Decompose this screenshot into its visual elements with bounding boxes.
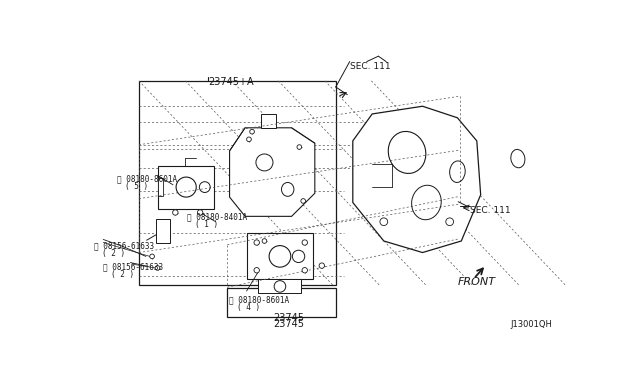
Text: 23745+A: 23745+A — [208, 77, 253, 87]
Polygon shape — [259, 279, 301, 294]
Circle shape — [446, 218, 454, 225]
Polygon shape — [157, 166, 214, 209]
Polygon shape — [157, 178, 163, 196]
Polygon shape — [260, 114, 276, 128]
Circle shape — [302, 267, 307, 273]
Text: Ⓑ 08156-61633: Ⓑ 08156-61633 — [103, 263, 163, 272]
Circle shape — [197, 210, 203, 215]
Circle shape — [380, 218, 388, 225]
Text: ( 2 ): ( 2 ) — [111, 270, 134, 279]
Circle shape — [254, 240, 259, 245]
Text: Ⓑ 08180-8401A: Ⓑ 08180-8401A — [187, 212, 247, 221]
Circle shape — [150, 254, 154, 259]
Polygon shape — [230, 128, 315, 217]
Circle shape — [319, 263, 324, 268]
Circle shape — [262, 239, 267, 243]
Polygon shape — [156, 219, 170, 243]
Text: ( 2 ): ( 2 ) — [102, 249, 125, 258]
Text: Ⓑ 08180-8601A: Ⓑ 08180-8601A — [117, 174, 177, 183]
Text: FRONT: FRONT — [458, 277, 496, 287]
Bar — [139, 81, 336, 285]
Text: Ⓑ 08180-8601A: Ⓑ 08180-8601A — [229, 296, 289, 305]
Circle shape — [155, 266, 160, 270]
Text: J13001QH: J13001QH — [511, 320, 553, 329]
Text: SEC. 111: SEC. 111 — [470, 206, 511, 215]
Circle shape — [250, 129, 254, 134]
Text: 23745: 23745 — [274, 319, 305, 329]
Text: ( 4 ): ( 4 ) — [237, 303, 260, 312]
Bar — [227, 288, 336, 317]
Circle shape — [246, 137, 252, 142]
Circle shape — [297, 145, 301, 150]
Circle shape — [254, 267, 259, 273]
Text: SEC. 111: SEC. 111 — [349, 62, 390, 71]
Text: 23745: 23745 — [274, 312, 305, 323]
Circle shape — [301, 199, 305, 203]
Polygon shape — [353, 106, 481, 253]
Text: ( 5 ): ( 5 ) — [125, 182, 148, 191]
Polygon shape — [246, 233, 312, 279]
Text: ( 1 ): ( 1 ) — [195, 220, 218, 229]
Circle shape — [302, 240, 307, 245]
Text: Ⓑ 08156-61633: Ⓑ 08156-61633 — [94, 241, 154, 250]
Circle shape — [173, 210, 178, 215]
